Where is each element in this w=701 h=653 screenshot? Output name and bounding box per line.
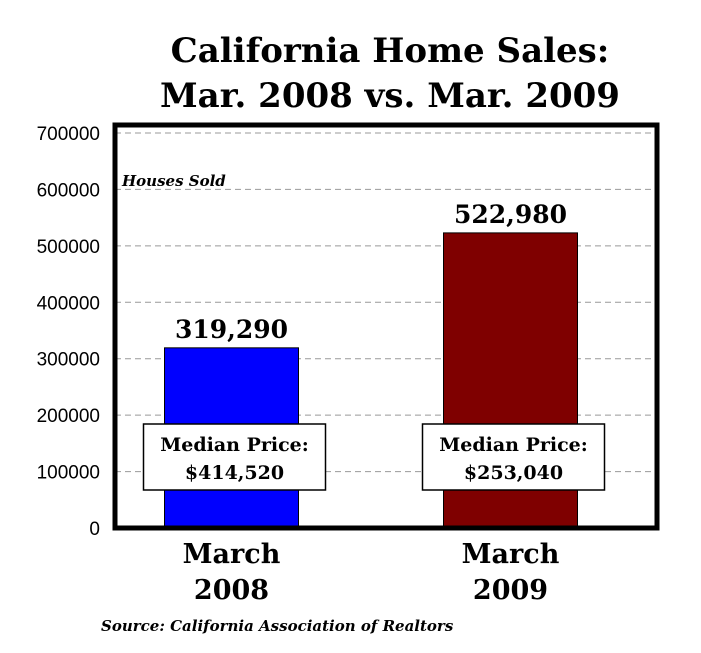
y-tick-label: 100000 (37, 463, 100, 484)
source-note: Source: California Association of Realto… (101, 617, 454, 635)
y-tick-label: 700000 (37, 124, 100, 145)
y-axis-label: Houses Sold (121, 172, 226, 190)
x-category-label: March (462, 539, 560, 570)
y-tick-label: 600000 (37, 180, 100, 201)
median-price-text: Median Price: (439, 434, 588, 456)
median-price-box (142, 423, 327, 491)
x-axis-labels: March 2008 March 2009 (183, 539, 560, 606)
median-price-annotations: Median Price: $414,520 Median Price: $253,0… (142, 423, 606, 491)
bar-value-labels: 319,290 522,980 (175, 200, 567, 344)
chart-title-line: California Home Sales: (171, 31, 610, 71)
x-category-label: 2009 (473, 575, 548, 606)
y-tick-label: 400000 (37, 293, 100, 314)
median-price-text: $253,040 (464, 462, 563, 484)
y-axis-ticks: 0 100000 200000 300000 400000 500000 600000 700… (37, 124, 100, 540)
y-tick-label: 200000 (37, 406, 100, 427)
y-tick-label: 300000 (37, 350, 100, 371)
median-price-box (421, 423, 606, 491)
bar-value-label: 319,290 (175, 315, 288, 344)
x-category-label: March (183, 539, 281, 570)
x-category-label: 2008 (194, 575, 269, 606)
y-tick-label: 500000 (37, 237, 100, 258)
median-price-text: $414,520 (185, 462, 284, 484)
plot-frame (112, 122, 660, 531)
y-tick-label: 0 (89, 519, 100, 540)
bar-value-label: 522,980 (454, 200, 567, 229)
chart-title: California Home Sales: Mar. 2008 vs. Mar.… (160, 31, 620, 116)
median-price-text: Median Price: (160, 434, 309, 456)
chart-title-line: Mar. 2008 vs. Mar. 2009 (160, 76, 620, 116)
